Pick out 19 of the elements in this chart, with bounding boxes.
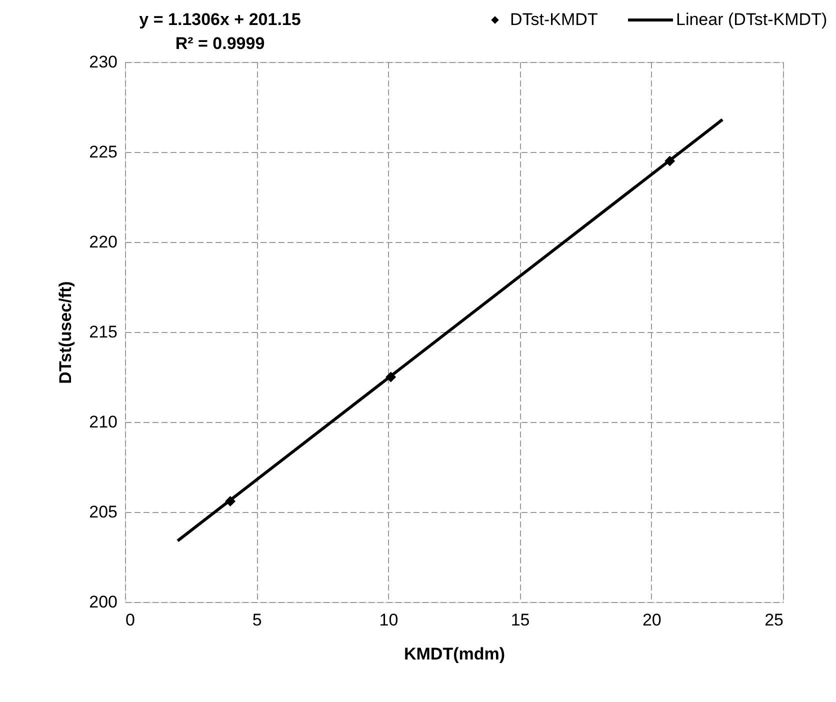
y-tick-label: 215 xyxy=(89,322,118,342)
y-tick-label: 225 xyxy=(89,142,118,162)
x-axis-title: KMDT(mdm) xyxy=(404,644,506,664)
y-tick-label: 210 xyxy=(89,412,118,432)
x-tick-label: 5 xyxy=(252,610,262,630)
text: R² = 0.9999 xyxy=(175,34,265,53)
y-tick-label: 205 xyxy=(89,502,118,522)
x-tick-label: 0 xyxy=(126,610,135,630)
legend-label: DTst-KMDT xyxy=(510,10,598,29)
x-tick-label: 25 xyxy=(764,610,784,630)
x-tick-label: 15 xyxy=(510,610,530,630)
text: y = 1.1306x + 201.15 xyxy=(139,10,301,29)
y-axis-title: DTst(usec/ft) xyxy=(56,281,76,384)
x-tick-label: 10 xyxy=(379,610,398,630)
y-tick-label: 230 xyxy=(89,52,118,72)
y-tick-label: 200 xyxy=(89,592,118,612)
y-tick-label: 220 xyxy=(89,232,118,252)
x-tick-label: 20 xyxy=(642,610,662,630)
legend-label: Linear (DTst-KMDT) xyxy=(676,10,828,29)
